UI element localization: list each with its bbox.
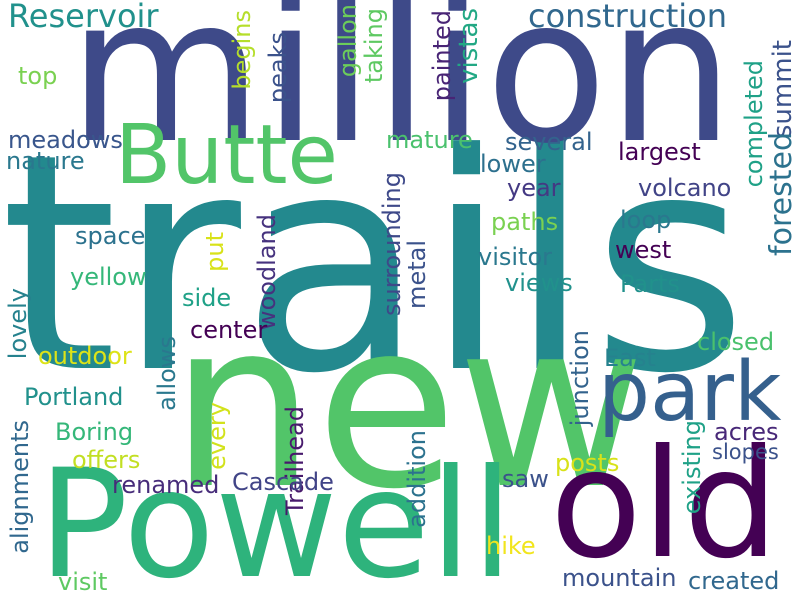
word-cascade: Cascade	[232, 468, 334, 496]
word-east: East	[604, 344, 656, 372]
word-volcano: volcano	[638, 174, 732, 202]
word-posts: posts	[555, 449, 620, 477]
word-powell: Powell	[38, 438, 514, 600]
word-gallon: gallon	[334, 4, 362, 78]
word-boring: Boring	[55, 418, 134, 446]
word-lower: lower	[480, 150, 546, 178]
word-lovely: lovely	[4, 288, 32, 360]
word-hike: hike	[486, 532, 536, 560]
word-visit: visit	[58, 568, 108, 596]
word-reservoir: Reservoir	[8, 0, 159, 35]
word-existing: existing	[678, 420, 706, 515]
word-peaks: peaks	[264, 32, 292, 104]
word-parts: Parts	[620, 270, 680, 298]
word-put: put	[201, 232, 229, 272]
word-taking: taking	[360, 8, 388, 84]
word-old: old	[550, 418, 779, 592]
word-mountain: mountain	[562, 564, 677, 592]
word-year: year	[507, 174, 561, 202]
word-west: west	[615, 236, 672, 264]
word-loop: loop	[620, 206, 672, 234]
word-begins: begins	[228, 10, 256, 90]
word-woodland: woodland	[253, 214, 281, 331]
word-slopes: slopes	[712, 440, 779, 464]
word-vistas: vistas	[454, 8, 484, 84]
word-new: new	[170, 273, 646, 540]
word-center: center	[190, 316, 268, 344]
word-allows: allows	[153, 336, 181, 411]
word-construction: construction	[528, 0, 727, 35]
word-top: top	[18, 62, 58, 90]
word-yellow: yellow	[70, 263, 147, 291]
word-butte: Butte	[115, 108, 338, 203]
word-metal: metal	[403, 240, 431, 309]
word-surrounding: surrounding	[378, 172, 406, 316]
word-trails: trails	[0, 90, 748, 439]
word-views: views	[505, 269, 573, 297]
word-renamed: renamed	[112, 471, 220, 499]
word-paths: paths	[491, 208, 559, 236]
word-several: several	[505, 128, 593, 156]
word-mature: mature	[386, 126, 473, 154]
word-every: every	[203, 402, 231, 470]
word-million: million	[68, 0, 735, 188]
word-completed: completed	[740, 60, 768, 188]
word-outdoor: outdoor	[38, 342, 132, 370]
word-largest: largest	[618, 138, 701, 166]
word-acres: acres	[714, 418, 779, 446]
word-park: park	[598, 345, 782, 440]
word-visitor: visitor	[478, 243, 553, 271]
word-alignments: alignments	[6, 420, 34, 554]
word-created: created	[688, 567, 780, 595]
word-summit: summit	[768, 40, 798, 139]
word-meadows: meadows	[8, 126, 123, 154]
word-space: space	[75, 222, 146, 250]
word-trailhead: Trailhead	[281, 406, 309, 515]
word-offers: offers	[72, 446, 141, 474]
word-nature: nature	[6, 147, 85, 175]
word-forested: forested	[764, 132, 799, 256]
word-side: side	[182, 284, 232, 312]
word-junction: junction	[566, 330, 594, 427]
word-closed: closed	[697, 328, 775, 356]
word-saw: saw	[502, 465, 549, 493]
word-addition: addition	[403, 430, 431, 528]
word-painted: painted	[428, 10, 456, 102]
word-portland: Portland	[24, 383, 124, 411]
